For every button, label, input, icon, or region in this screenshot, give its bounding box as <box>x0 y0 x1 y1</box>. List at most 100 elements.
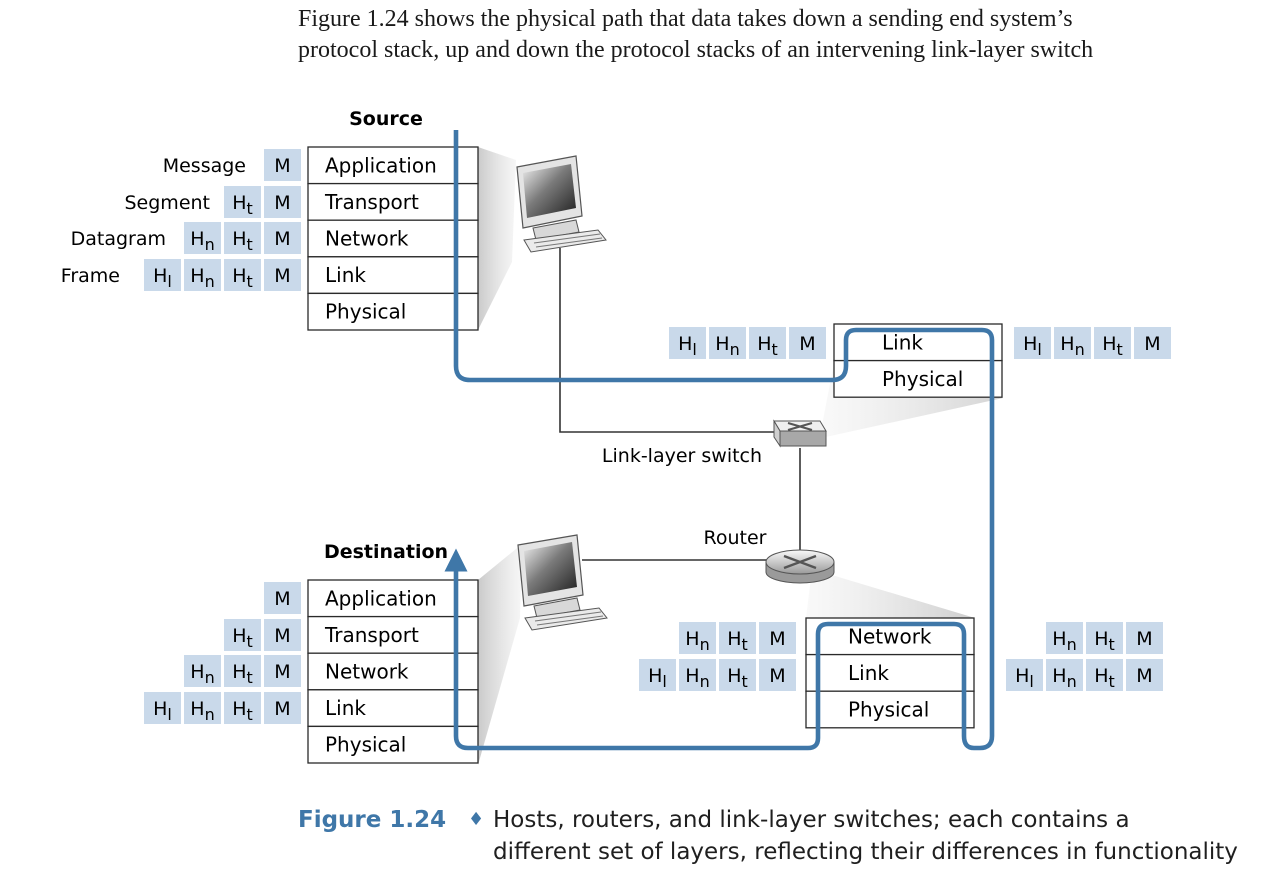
header-subscript: n <box>1075 340 1085 359</box>
intro-paragraph: Figure 1.24 shows the physical path that… <box>298 4 1258 66</box>
header-cell-n: Hn <box>709 327 746 359</box>
header-group: Hl Hn Ht M <box>639 659 796 691</box>
router-label: Router <box>704 527 767 549</box>
header-subscript: n <box>205 668 215 687</box>
header-cell-t: Ht <box>719 659 756 691</box>
header-cell-bg <box>1134 327 1171 359</box>
header-cell-text: Hl <box>153 265 172 291</box>
header-subscript: t <box>772 340 778 359</box>
header-group: Hl Hn Ht M <box>144 692 301 724</box>
destination-computer-icon <box>517 534 608 631</box>
header-letter: H <box>685 665 699 687</box>
header-subscript: l <box>1029 672 1033 691</box>
layer-box <box>307 292 479 331</box>
caption-separator: ♦ <box>468 809 485 830</box>
layer-box <box>307 725 479 764</box>
header-cell-text: Ht <box>232 661 253 687</box>
header-subscript: l <box>167 705 171 724</box>
layer-box <box>805 690 975 729</box>
header-cell-bg <box>1014 327 1051 359</box>
header-subscript: t <box>1109 635 1115 654</box>
header-cell-bg <box>224 692 261 724</box>
header-letter: H <box>1094 628 1108 650</box>
header-cell-text: M <box>274 588 290 610</box>
header-cell-text: M <box>274 661 290 683</box>
header-group: Hl Hn Ht M <box>1014 327 1171 359</box>
layer-box <box>307 652 479 691</box>
link-layer-switch-icon <box>773 419 827 448</box>
header-letter: H <box>757 333 771 355</box>
header-cell-text: M <box>1144 333 1160 355</box>
intro-line: Figure 1.24 shows the physical path that… <box>298 6 1073 32</box>
header-cell-text: Ht <box>232 265 253 291</box>
header-group: Ht M <box>224 186 301 218</box>
header-subscript: n <box>1067 635 1077 654</box>
header-subscript: n <box>1067 672 1077 691</box>
header-cell-bg <box>224 619 261 651</box>
header-cell-text: Hn <box>1060 333 1084 359</box>
layer-label: Network <box>325 227 409 251</box>
layer-label: Application <box>325 586 437 610</box>
header-cell-text: M <box>274 698 290 720</box>
header-cell-text: Ht <box>232 625 253 651</box>
header-cell-text: Hn <box>190 661 214 687</box>
header-cell-bg <box>1054 327 1091 359</box>
header-letter: H <box>232 661 246 683</box>
header-cell-l: Hl <box>1014 327 1051 359</box>
header-cell-bg <box>1046 659 1083 691</box>
header-cell-bg <box>1086 622 1123 654</box>
header-cell-bg <box>224 655 261 687</box>
header-cell-text: Ht <box>1102 333 1123 359</box>
header-cell-t: Ht <box>224 259 261 291</box>
header-letter: H <box>648 665 662 687</box>
header-cell-text: Hn <box>1052 665 1076 691</box>
header-subscript: n <box>700 635 710 654</box>
header-subscript: n <box>205 235 215 254</box>
layer-label: Network <box>848 624 932 648</box>
header-cell-bg <box>719 659 756 691</box>
header-cell-t: Ht <box>224 186 261 218</box>
header-cell-m: M <box>759 659 796 691</box>
header-letter: H <box>1052 665 1066 687</box>
header-cell-text: Hn <box>685 665 709 691</box>
layer-label: Physical <box>882 367 963 391</box>
header-letter: H <box>232 228 246 250</box>
header-cell-bg <box>679 659 716 691</box>
header-letter: H <box>232 698 246 720</box>
header-cell-m: M <box>264 619 301 651</box>
header-cell-text: Hl <box>1015 665 1034 691</box>
header-cell-text: Hl <box>648 665 667 691</box>
header-cell-bg <box>264 222 301 254</box>
header-group: Hn Ht M <box>1046 622 1163 654</box>
pdu-name-label: Segment <box>125 192 211 214</box>
source-stack: Application Transport Network Link Physical <box>307 146 479 331</box>
header-cell-n: Hn <box>679 622 716 654</box>
layer-label: Link <box>325 263 366 287</box>
header-cell-text: Hn <box>1052 628 1076 654</box>
header-letter: H <box>1015 665 1029 687</box>
header-cell-text: M <box>274 228 290 250</box>
figure-label: Figure 1.24 <box>298 807 447 833</box>
header-subscript: t <box>247 632 253 651</box>
header-cell-t: Ht <box>224 222 261 254</box>
header-cell-bg <box>184 692 221 724</box>
header-cell-l: Hl <box>1006 659 1043 691</box>
header-letter: H <box>1023 333 1037 355</box>
layer-label: Transport <box>324 623 419 647</box>
header-cell-n: Hn <box>679 659 716 691</box>
cable-source-switch <box>559 248 776 433</box>
header-cell-text: Hl <box>1023 333 1042 359</box>
header-letter: H <box>232 192 246 214</box>
layer-label: Physical <box>325 300 406 324</box>
header-cell-t: Ht <box>1086 659 1123 691</box>
switch-label: Link-layer switch <box>602 445 762 467</box>
header-cell-text: Hn <box>190 228 214 254</box>
header-cell-l: Hl <box>144 692 181 724</box>
header-group: M <box>264 149 301 181</box>
header-cell-t: Ht <box>1086 622 1123 654</box>
header-cell-m: M <box>789 327 826 359</box>
header-subscript: l <box>167 272 171 291</box>
header-cell-bg <box>1094 327 1131 359</box>
header-cell-text: Hn <box>190 265 214 291</box>
header-cell-bg <box>679 622 716 654</box>
